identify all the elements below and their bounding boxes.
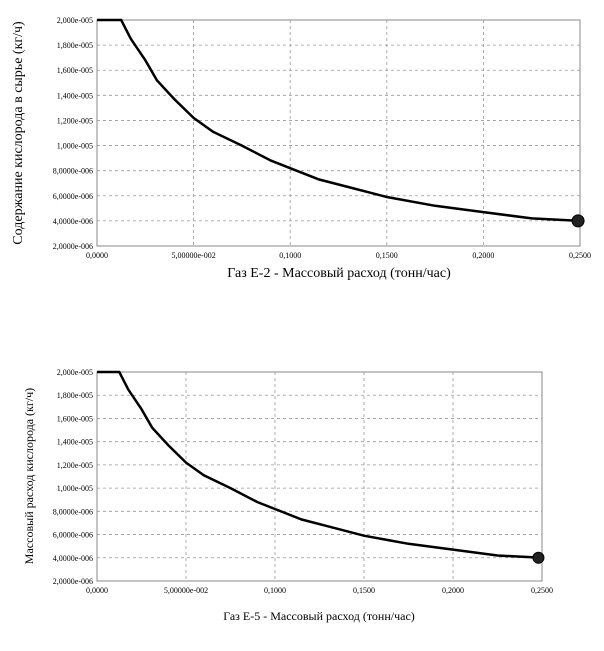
chart-1-series-line (97, 18, 581, 223)
chart-2-plot-area (96, 371, 543, 582)
c1-y-tick-label: 4,0000e-006 (53, 217, 93, 226)
chart-2-series-line (97, 370, 543, 560)
c1-y-tick-label: 1,600e-005 (57, 66, 93, 75)
c2-y-tick-label: 8,0000e-006 (53, 507, 93, 516)
c1-x-tick-label: 0,1500 (376, 251, 398, 260)
chart-2-grid (97, 372, 542, 581)
c1-x-tick-label: 0,1000 (279, 251, 301, 260)
c2-y-tick-label: 1,000e-005 (57, 484, 93, 493)
chart-2-y-ticks: 2,0000e-006 4,0000e-006 6,0000e-006 8,0000e… (53, 368, 93, 586)
c1-x-tick-label: 0,0000 (86, 251, 108, 260)
c2-y-tick-label: 1,200e-005 (57, 461, 93, 470)
c1-y-tick-label: 1,800e-005 (57, 41, 93, 50)
c1-x-tick-label: 0,2000 (472, 251, 494, 260)
chart-1-y-axis-label: Содержание кислорода в сырье (кг/ч) (11, 21, 26, 245)
c2-y-tick-label: 4,0000e-006 (53, 554, 93, 563)
chart-1-end-marker (571, 214, 585, 228)
chart-2: 2,0000e-006 4,0000e-006 6,0000e-006 8,0000e… (22, 368, 553, 623)
c2-y-tick-label: 2,0000e-006 (53, 577, 93, 586)
c1-y-tick-label: 2,000e-005 (57, 16, 93, 25)
chart-2-end-marker (532, 551, 545, 564)
c2-x-tick-label: 0,1500 (353, 586, 375, 595)
c2-y-tick-label: 6,0000e-006 (53, 531, 93, 540)
c1-y-tick-label: 1,200e-005 (57, 116, 93, 125)
c2-y-tick-label: 1,800e-005 (57, 391, 93, 400)
c1-y-tick-label: 6,0000e-006 (53, 192, 93, 201)
chart-1-x-axis-label: Газ E-2 - Массовый расход (тонн/час) (227, 266, 451, 281)
c1-y-tick-label: 1,400e-005 (57, 91, 93, 100)
c1-y-tick-label: 2,0000e-006 (53, 242, 93, 251)
c2-x-tick-label: 0,1000 (264, 586, 286, 595)
chart-2-y-axis-label: Массовый расход кислорода (кг/ч) (22, 388, 36, 564)
c2-y-tick-label: 2,000e-005 (57, 368, 93, 377)
chart-1-x-ticks: 0,0000 5,00000e-002 0,1000 0,1500 0,2000 0,25… (86, 251, 591, 260)
c2-x-tick-label: 0,2500 (531, 586, 553, 595)
c2-x-tick-label: 0,2000 (442, 586, 464, 595)
c1-y-tick-label: 1,000e-005 (57, 142, 93, 151)
chart-1-plot-area (96, 19, 581, 247)
chart-2-x-axis-label: Газ E-5 - Массовый расход (тонн/час) (223, 609, 415, 623)
chart-2-x-ticks: 0,0000 5,00000e-002 0,1000 0,1500 0,2000 0,25… (86, 586, 553, 595)
c2-x-tick-label: 0,0000 (86, 586, 108, 595)
c2-y-tick-label: 1,600e-005 (57, 414, 93, 423)
c1-x-tick-label: 5,00000e-002 (171, 251, 215, 260)
c2-x-tick-label: 5,00000e-002 (164, 586, 208, 595)
c1-x-tick-label: 0,2500 (569, 251, 591, 260)
chart-1: 2,0000e-006 4,0000e-006 6,0000e-006 8,0000e… (11, 16, 591, 281)
chart-1-y-ticks: 2,0000e-006 4,0000e-006 6,0000e-006 8,0000e… (53, 16, 93, 251)
c2-y-tick-label: 1,400e-005 (57, 438, 93, 447)
c1-y-tick-label: 8,0000e-006 (53, 167, 93, 176)
chart-1-grid (97, 20, 580, 246)
